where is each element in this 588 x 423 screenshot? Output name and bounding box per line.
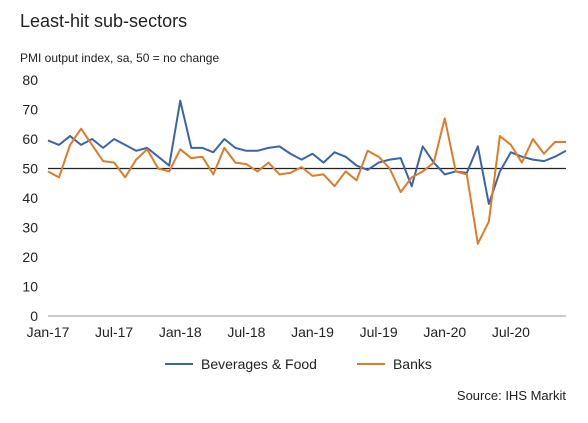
x-tick-label: Jan-20: [423, 324, 466, 340]
y-tick-label: 60: [22, 131, 38, 147]
legend-label: Beverages & Food: [201, 356, 317, 372]
x-tick-label: Jul-19: [360, 324, 398, 340]
chart-subtitle: PMI output index, sa, 50 = no change: [20, 51, 219, 65]
x-tick-label: Jul-20: [492, 324, 530, 340]
y-tick-label: 10: [22, 279, 38, 295]
y-tick-label: 0: [30, 308, 38, 324]
x-tick-label: Jul-17: [95, 324, 133, 340]
y-tick-label: 70: [22, 102, 38, 118]
x-tick-label: Jul-18: [227, 324, 265, 340]
y-tick-label: 50: [22, 161, 38, 177]
legend-label: Banks: [393, 356, 432, 372]
source: Source: IHS Markit: [457, 388, 566, 403]
x-tick-label: Jan-17: [27, 324, 70, 340]
y-tick-label: 20: [22, 249, 38, 265]
y-tick-label: 80: [22, 72, 38, 88]
x-tick-label: Jan-19: [291, 324, 334, 340]
series-line: [47, 117, 566, 245]
y-tick-label: 30: [22, 220, 38, 236]
chart-title: Least-hit sub-sectors: [20, 11, 187, 31]
x-tick-label: Jan-18: [159, 324, 202, 340]
y-tick-label: 40: [22, 190, 38, 206]
series-line: [47, 99, 567, 205]
